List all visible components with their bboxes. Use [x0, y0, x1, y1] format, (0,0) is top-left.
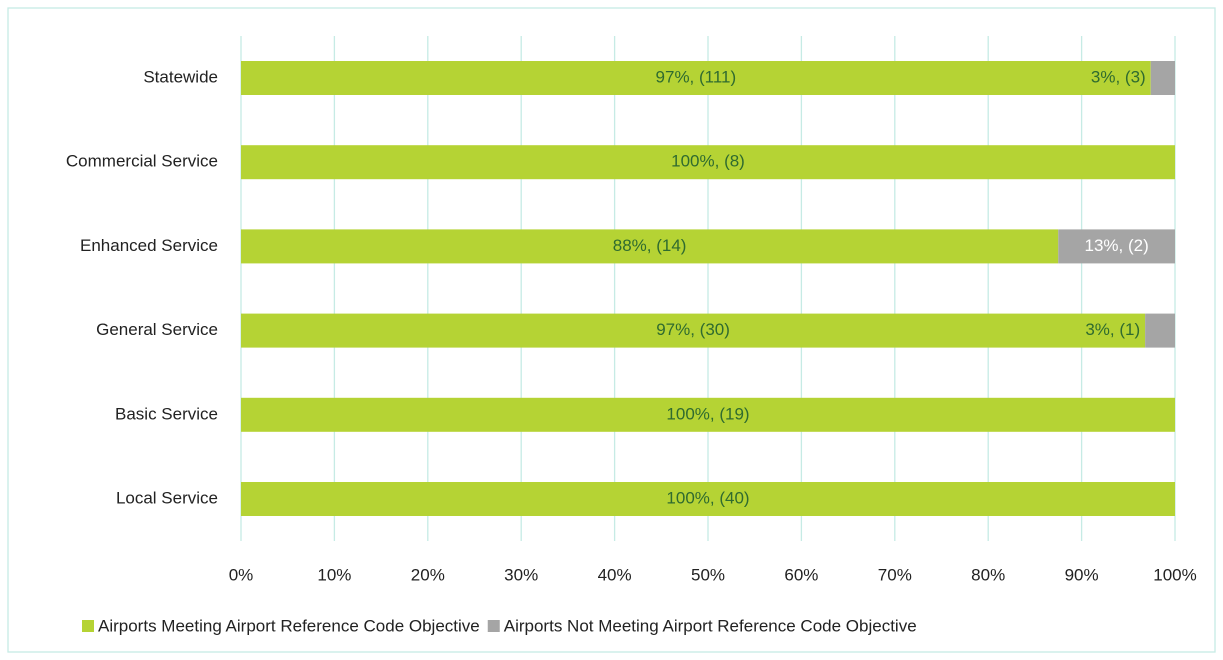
legend-label: Airports Not Meeting Airport Reference C… — [504, 616, 917, 635]
bar-segment — [241, 61, 1151, 95]
bar-segment — [241, 145, 1175, 180]
x-tick-label: 90% — [1065, 565, 1099, 584]
bar-segment — [1058, 229, 1175, 264]
chart-border — [7, 7, 1216, 653]
y-tick-label: General Service — [96, 320, 218, 339]
data-label: 100%, (19) — [666, 404, 749, 423]
data-label: 88%, (14) — [613, 236, 687, 255]
y-tick-label: Basic Service — [115, 404, 218, 423]
bar-segment — [1150, 61, 1175, 95]
bar-segment — [1145, 313, 1175, 348]
y-tick-label: Local Service — [116, 488, 218, 507]
bar-segment — [241, 313, 1146, 348]
legend-label: Airports Meeting Airport Reference Code … — [98, 616, 480, 635]
data-label: 3%, (3) — [1091, 67, 1146, 86]
data-label: 97%, (30) — [656, 320, 730, 339]
y-tick-label: Statewide — [143, 67, 218, 86]
x-tick-label: 10% — [317, 565, 351, 584]
y-tick-label: Enhanced Service — [80, 236, 218, 255]
data-label: 100%, (8) — [671, 152, 745, 171]
x-tick-label: 40% — [598, 565, 632, 584]
bar-segment — [241, 482, 1175, 516]
x-tick-label: 60% — [784, 565, 818, 584]
x-tick-label: 50% — [691, 565, 725, 584]
data-label: 13%, (2) — [1085, 236, 1149, 255]
data-label: 3%, (1) — [1085, 320, 1140, 339]
x-tick-label: 0% — [229, 565, 254, 584]
legend-swatch — [487, 620, 500, 632]
data-label: 97%, (111) — [656, 67, 737, 86]
x-tick-label: 80% — [971, 565, 1005, 584]
x-tick-label: 70% — [878, 565, 912, 584]
data-label: 100%, (40) — [666, 488, 749, 507]
x-tick-label: 30% — [504, 565, 538, 584]
x-tick-label: 20% — [411, 565, 445, 584]
y-tick-label: Commercial Service — [66, 152, 218, 171]
legend-swatch — [82, 620, 94, 632]
bar-segment — [241, 397, 1175, 432]
bar-segment — [241, 229, 1059, 264]
x-tick-label: 100% — [1153, 565, 1196, 584]
